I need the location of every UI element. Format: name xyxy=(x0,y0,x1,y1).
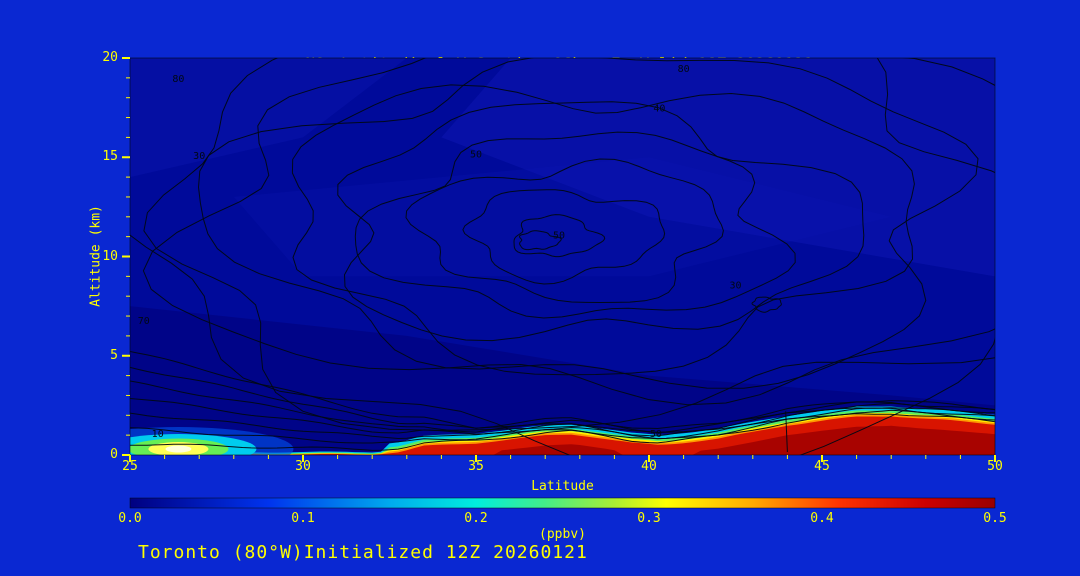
init-time-footer: Toronto (80°W)Initialized 12Z 20260121 xyxy=(138,542,588,563)
contour-line xyxy=(130,407,995,440)
contour-line xyxy=(143,58,995,431)
shade-patch xyxy=(130,58,407,178)
x-tick-label: 40 xyxy=(641,459,657,474)
colorbar xyxy=(129,497,996,509)
y-tick-label: 5 xyxy=(110,347,118,363)
y-tick-label: 20 xyxy=(102,50,118,65)
hotspot-core xyxy=(165,445,192,453)
contour-line xyxy=(513,214,606,258)
contour-label: 30 xyxy=(729,280,741,291)
y-tick-label: 10 xyxy=(102,248,118,264)
colorbar-tick-label: 0.3 xyxy=(637,511,661,526)
surface-band-darkred xyxy=(130,425,995,455)
shade-patch xyxy=(233,157,892,277)
x-tick-label: 25 xyxy=(122,459,138,474)
contour-label: 70 xyxy=(138,316,150,327)
contour-line xyxy=(354,131,796,319)
contour-line xyxy=(751,296,782,313)
plot-content: 80 80 30 40 50 50 30 70 10 50 xyxy=(130,58,995,455)
contour-label: 80 xyxy=(172,74,184,85)
contour-line xyxy=(130,351,995,430)
y-tick-label: 0 xyxy=(110,447,118,462)
contour-line xyxy=(785,411,788,453)
shade-patch xyxy=(441,58,995,277)
contour-line xyxy=(130,380,995,434)
y-tick-label: 15 xyxy=(102,149,118,165)
x-tick-label: 50 xyxy=(987,459,1003,474)
x-tick-label: 30 xyxy=(295,459,311,474)
colorbar-units-label: (ppbv) xyxy=(539,527,586,542)
x-tick-label: 35 xyxy=(468,459,484,474)
contour-line xyxy=(130,409,995,444)
x-tick-label: 45 xyxy=(814,459,830,474)
contour-label: 50 xyxy=(470,149,482,160)
contour-line xyxy=(142,58,995,406)
contour-line xyxy=(291,84,915,376)
contour-line xyxy=(462,189,666,285)
contour-line xyxy=(130,234,995,455)
contour-line xyxy=(337,101,865,342)
contour-label: 30 xyxy=(193,151,205,162)
colorbar-tick-label: 0.1 xyxy=(291,511,315,526)
colorbar-tick-label: 0.4 xyxy=(810,511,834,526)
contour-line xyxy=(518,230,562,251)
contour-label: 50 xyxy=(553,231,565,242)
x-axis-label: Latitude xyxy=(531,479,594,494)
contour-label: 10 xyxy=(152,429,164,440)
contour-line xyxy=(405,158,724,304)
colorbar-tick-label: 0.5 xyxy=(983,511,1007,526)
contour-label: 80 xyxy=(678,64,690,75)
contour-label: 40 xyxy=(653,104,665,115)
colorbar-tick-label: 0.2 xyxy=(464,511,488,526)
contour-label: 50 xyxy=(650,429,662,440)
colorbar-tick-label: 0.0 xyxy=(118,511,142,526)
